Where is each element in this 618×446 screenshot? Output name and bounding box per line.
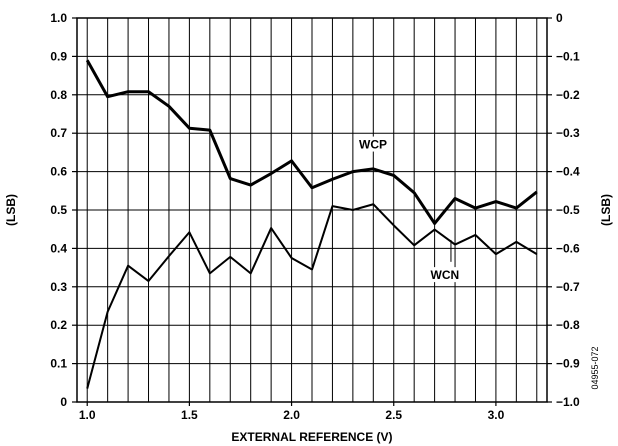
x-tick-label: 3.0	[488, 408, 505, 422]
y-right-tick-label: −0.2	[556, 88, 580, 102]
x-tick-label: 1.0	[79, 408, 96, 422]
series-label-wcn: WCN	[431, 268, 460, 282]
y-right-tick-label: −1.0	[556, 395, 580, 409]
y-right-tick-label: −0.9	[556, 357, 580, 371]
y-left-tick-label: 0.5	[50, 203, 67, 217]
wcp-label-bg	[357, 136, 391, 152]
y-right-tick-label: −0.8	[556, 318, 580, 332]
series-wcn-line	[86, 203, 538, 389]
y-right-axis-title: (LSB)	[599, 194, 613, 226]
y-left-tick-label: 0.9	[50, 49, 67, 63]
x-tick-label: 1.5	[181, 408, 198, 422]
y-left-tick-label: 0.2	[50, 318, 67, 332]
ticks	[72, 17, 552, 406]
y-left-tick-label: 0.4	[50, 241, 67, 255]
x-tick-label: 2.5	[385, 408, 402, 422]
y-left-tick-label: 0.7	[50, 126, 67, 140]
y-right-tick-label: −0.5	[556, 203, 580, 217]
y-left-tick-label: 0.1	[50, 357, 67, 371]
y-left-tick-label: 0.8	[50, 88, 67, 102]
y-right-tick-label: −0.6	[556, 241, 580, 255]
y-right-tick-label: −0.4	[556, 165, 580, 179]
figure-id: 04955-072	[590, 346, 600, 389]
y-left-tick-label: 1.0	[50, 11, 67, 25]
series-layer	[85, 59, 538, 389]
x-tick-label: 2.0	[283, 408, 300, 422]
y-right-tick-label: 0	[556, 11, 563, 25]
labels-layer: 0 0.1 0.2 0.3 0.4 0.5 0.6 0.7 0.8 0.9 1.0 0 −0.1 −0.2…	[4, 11, 613, 444]
grid	[77, 17, 547, 403]
y-right-tick-label: −0.1	[556, 49, 580, 63]
y-right-tick-label: −0.7	[556, 280, 580, 294]
wcn-label-bg	[428, 267, 463, 283]
y-left-tick-label: 0.6	[50, 165, 67, 179]
y-right-tick-label: −0.3	[556, 126, 580, 140]
y-left-tick-label: 0	[60, 395, 67, 409]
series-label-wcp: WCP	[359, 138, 387, 152]
series-wcp-line	[85, 59, 538, 225]
y-left-tick-label: 0.3	[50, 280, 67, 294]
x-axis-title: EXTERNAL REFERENCE (V)	[231, 430, 392, 444]
y-left-axis-title: (LSB)	[4, 194, 18, 226]
